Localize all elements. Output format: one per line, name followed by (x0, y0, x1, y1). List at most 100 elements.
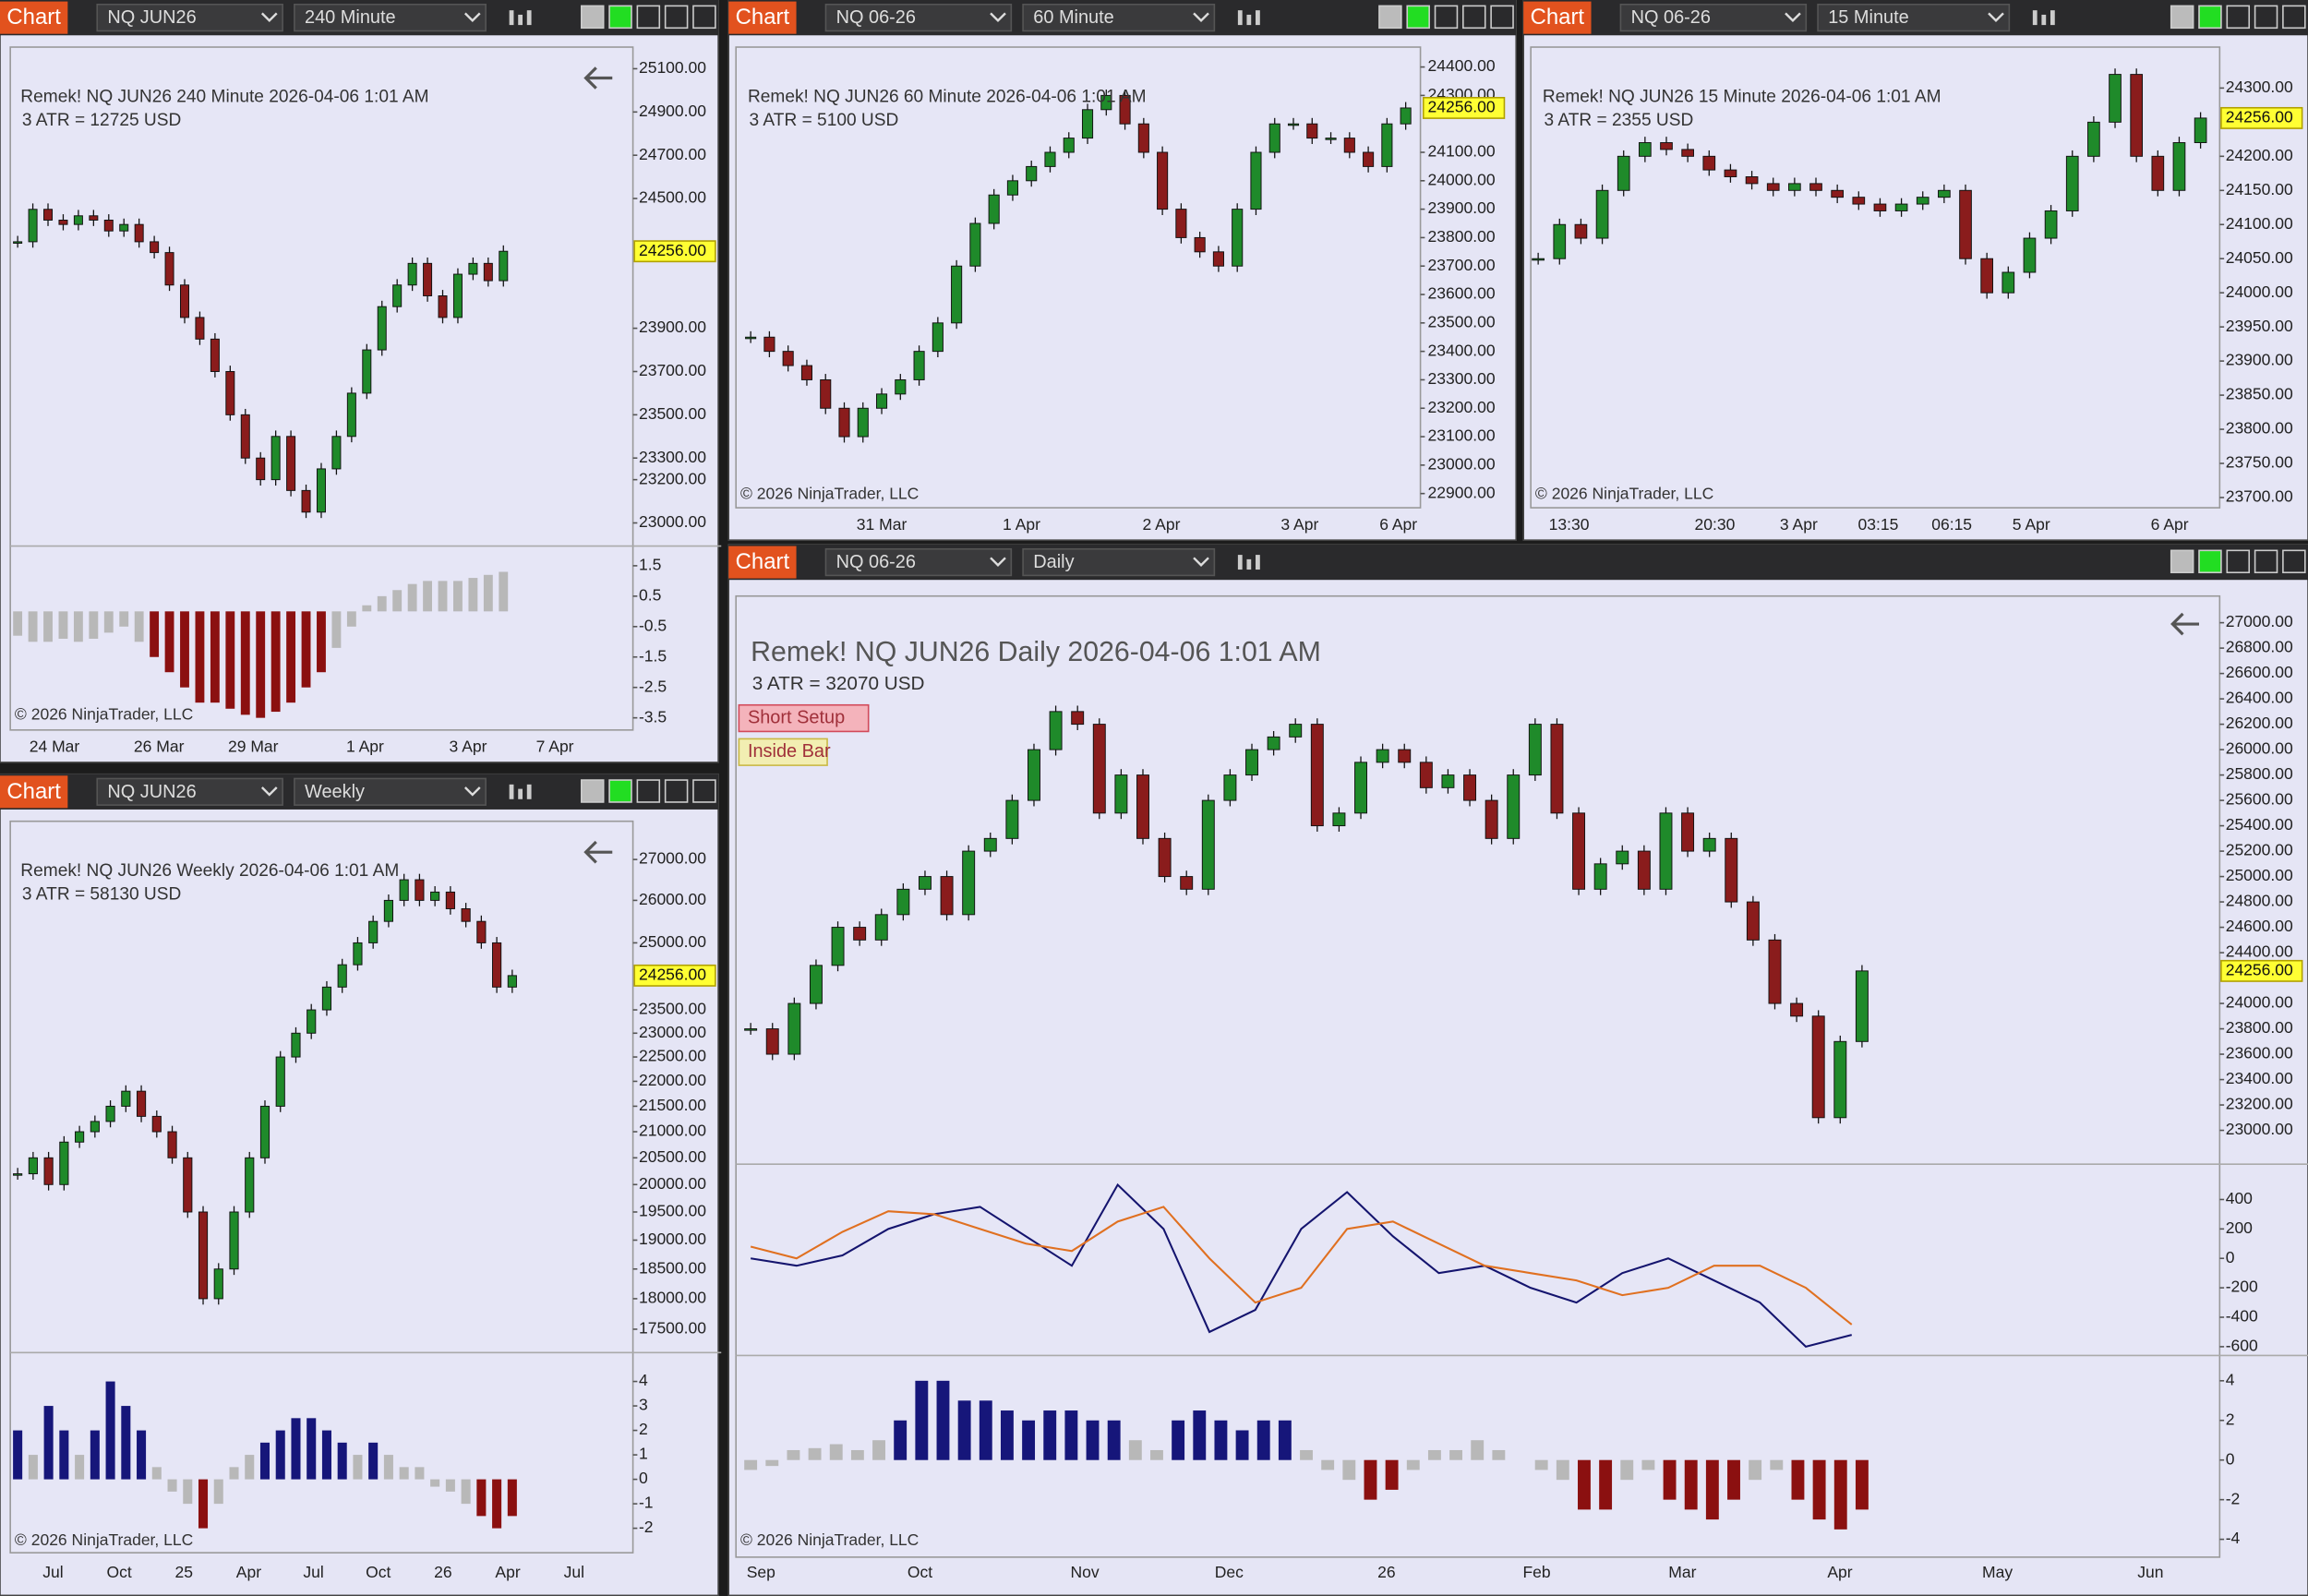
window-button[interactable] (580, 5, 605, 30)
chart-tab (728, 546, 797, 579)
candle (1788, 183, 1801, 191)
histogram-bar (307, 1418, 317, 1480)
symbol-dropdown[interactable] (824, 3, 1013, 32)
interval-dropdown[interactable] (1817, 3, 2011, 32)
window-button[interactable] (2282, 549, 2306, 574)
window-button[interactable] (2170, 5, 2194, 30)
window-button[interactable] (2226, 549, 2251, 574)
toolbar-icon[interactable] (1237, 555, 1243, 570)
window-button[interactable] (2254, 5, 2278, 30)
y-tick-label: 23000.00 (2226, 1120, 2293, 1138)
toolbar-icon[interactable] (1246, 558, 1252, 570)
candle (1332, 812, 1346, 827)
window-button[interactable] (1406, 5, 1430, 30)
candle (1553, 223, 1567, 259)
x-tick-label: 3 Apr (1280, 515, 1318, 534)
symbol-dropdown[interactable] (1619, 3, 1808, 32)
window-button[interactable] (608, 779, 632, 803)
window-button[interactable] (2226, 5, 2251, 30)
toolbar-icon[interactable] (509, 10, 514, 26)
candle (2065, 155, 2079, 211)
window-button[interactable] (664, 779, 689, 803)
y-tick-label: 27000.00 (2226, 612, 2293, 630)
window-button[interactable] (1434, 5, 1459, 30)
candle (103, 219, 114, 232)
histogram-bar (198, 1479, 209, 1529)
toolbar-icon[interactable] (518, 14, 523, 26)
candle (1114, 774, 1128, 814)
candle (1873, 203, 1887, 211)
y-tick-label: -200 (2226, 1278, 2258, 1296)
window-button[interactable] (664, 5, 689, 30)
window-button[interactable] (580, 779, 605, 803)
window-button[interactable] (2198, 549, 2222, 574)
histogram-bar (362, 605, 372, 612)
toolbar-icon[interactable] (2050, 10, 2055, 26)
x-tick-label: 1 Apr (346, 738, 384, 756)
window-button[interactable] (1378, 5, 1402, 30)
window-button[interactable] (692, 5, 716, 30)
candle (259, 1105, 270, 1158)
dropdown-arrow (990, 557, 1006, 567)
toolbar-icon[interactable] (2041, 14, 2047, 26)
candle (1659, 812, 1673, 890)
histogram-bar (1599, 1459, 1613, 1510)
candle (1175, 209, 1187, 238)
toolbar-icon[interactable] (2032, 10, 2038, 26)
window-button[interactable] (2282, 5, 2306, 30)
toolbar-icon[interactable] (1237, 10, 1243, 26)
window-button[interactable] (608, 5, 632, 30)
histogram-bar (1620, 1459, 1634, 1481)
window-button[interactable] (1462, 5, 1486, 30)
histogram-bar (1256, 1420, 1270, 1460)
candle (800, 365, 813, 380)
toolbar-icon[interactable] (1246, 14, 1252, 26)
last-price-label: 24256.00 (2226, 108, 2293, 126)
symbol-dropdown[interactable] (824, 547, 1013, 577)
interval-dropdown[interactable] (1022, 3, 1216, 32)
x-tick-label: Apr (236, 1563, 261, 1581)
window-button[interactable] (636, 5, 661, 30)
x-tick-label: May (1982, 1563, 2013, 1581)
candle (853, 927, 867, 941)
candle (1310, 724, 1324, 827)
interval-dropdown[interactable] (1022, 547, 1216, 577)
toolbar-icon[interactable] (1256, 555, 1260, 570)
toolbar-icon[interactable] (526, 10, 532, 26)
toolbar-icon[interactable] (1256, 10, 1260, 26)
y-tick-label: 21500.00 (639, 1096, 706, 1114)
interval-dropdown[interactable] (294, 3, 487, 32)
y-tick-label: 23750.00 (2226, 453, 2293, 472)
window-button[interactable] (2254, 549, 2278, 574)
candle (787, 1002, 801, 1055)
window-button[interactable] (1490, 5, 1514, 30)
toolbar-icon[interactable] (509, 784, 514, 799)
window-button[interactable] (636, 779, 661, 803)
interval-text: Weekly (305, 782, 365, 802)
candle (988, 194, 1000, 224)
window-button[interactable] (2198, 5, 2222, 30)
symbol-dropdown[interactable] (96, 777, 283, 806)
candle (1724, 169, 1737, 177)
toolbar-icon[interactable] (518, 788, 523, 799)
histogram-bar (1705, 1459, 1719, 1520)
histogram-bar (1449, 1449, 1463, 1460)
window-button[interactable] (2170, 549, 2194, 574)
back-arrow[interactable] (2170, 612, 2200, 636)
window-button[interactable] (692, 779, 716, 803)
symbol-text: NQ 06-26 (836, 552, 916, 572)
histogram-bar (210, 611, 220, 703)
back-arrow[interactable] (583, 840, 613, 864)
back-arrow[interactable] (583, 66, 613, 90)
x-tick-label: 24 Mar (30, 738, 80, 756)
symbol-dropdown[interactable] (96, 3, 283, 32)
y-tick-label: 200 (2226, 1218, 2253, 1237)
y-tick-label: 26200.00 (2226, 714, 2293, 732)
toolbar-icon[interactable] (526, 784, 532, 799)
y-tick-label: 22500.00 (639, 1047, 706, 1065)
interval-dropdown[interactable] (294, 777, 487, 806)
candle (1325, 138, 1337, 140)
candle (969, 222, 981, 267)
candle (1485, 799, 1498, 839)
